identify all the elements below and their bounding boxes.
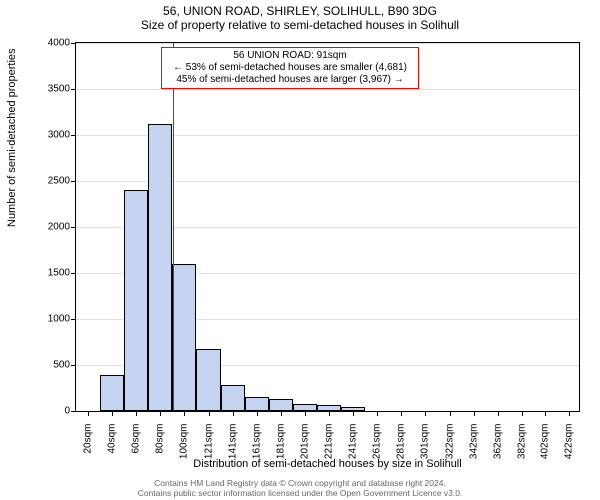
y-tick-label: 2500 <box>20 176 70 187</box>
x-tick-mark <box>184 412 185 416</box>
gridline <box>76 89 579 90</box>
y-tick-mark <box>71 181 75 182</box>
histogram-bar <box>269 399 293 411</box>
x-tick-mark <box>88 412 89 416</box>
y-tick-label: 1500 <box>20 268 70 279</box>
x-tick-mark <box>545 412 546 416</box>
x-tick-mark <box>377 412 378 416</box>
x-tick-mark <box>281 412 282 416</box>
y-tick-label: 3000 <box>20 130 70 141</box>
footer-note: Contains HM Land Registry data © Crown c… <box>0 479 600 498</box>
annotation-line: ← 53% of semi-detached houses are smalle… <box>166 62 414 74</box>
x-tick-mark <box>257 412 258 416</box>
y-tick-mark <box>71 227 75 228</box>
y-tick-label: 0 <box>20 406 70 417</box>
footer-line-2: Contains public sector information licen… <box>0 489 600 498</box>
histogram-bar <box>221 385 245 411</box>
y-tick-mark <box>71 365 75 366</box>
histogram-bar <box>196 349 221 411</box>
histogram-bar <box>341 407 365 411</box>
x-tick-mark <box>498 412 499 416</box>
x-tick-mark <box>329 412 330 416</box>
y-tick-label: 500 <box>20 360 70 371</box>
title-line-1: 56, UNION ROAD, SHIRLEY, SOLIHULL, B90 3… <box>0 4 600 18</box>
title-block: 56, UNION ROAD, SHIRLEY, SOLIHULL, B90 3… <box>0 4 600 34</box>
x-tick-mark <box>569 412 570 416</box>
title-line-2: Size of property relative to semi-detach… <box>0 18 600 34</box>
y-tick-mark <box>71 273 75 274</box>
x-tick-mark <box>353 412 354 416</box>
y-tick-mark <box>71 89 75 90</box>
x-tick-mark <box>209 412 210 416</box>
annotation-line: 56 UNION ROAD: 91sqm <box>166 50 414 62</box>
histogram-bar <box>148 124 172 411</box>
y-tick-mark <box>71 411 75 412</box>
x-tick-mark <box>474 412 475 416</box>
y-axis-label: Number of semi-detached properties <box>6 48 18 227</box>
annotation-line: 45% of semi-detached houses are larger (… <box>166 74 414 86</box>
histogram-bar <box>100 375 124 411</box>
x-tick-mark <box>450 412 451 416</box>
histogram-bar <box>293 404 317 411</box>
y-tick-mark <box>71 319 75 320</box>
y-tick-label: 1000 <box>20 314 70 325</box>
histogram-bar <box>245 397 269 411</box>
gridline <box>76 43 579 44</box>
histogram-bar <box>172 264 196 411</box>
figure-container: 56, UNION ROAD, SHIRLEY, SOLIHULL, B90 3… <box>0 0 600 500</box>
x-tick-mark <box>401 412 402 416</box>
reference-line <box>173 43 174 411</box>
x-axis-label: Distribution of semi-detached houses by … <box>75 458 580 470</box>
x-tick-mark <box>160 412 161 416</box>
histogram-bar <box>317 405 341 411</box>
x-tick-mark <box>112 412 113 416</box>
annotation-box: 56 UNION ROAD: 91sqm← 53% of semi-detach… <box>161 47 419 89</box>
y-tick-label: 2000 <box>20 222 70 233</box>
histogram-bar <box>124 190 148 411</box>
x-tick-mark <box>425 412 426 416</box>
y-tick-mark <box>71 43 75 44</box>
y-tick-mark <box>71 135 75 136</box>
y-tick-label: 4000 <box>20 38 70 49</box>
plot-area: 56 UNION ROAD: 91sqm← 53% of semi-detach… <box>75 42 580 412</box>
x-tick-mark <box>233 412 234 416</box>
x-tick-mark <box>522 412 523 416</box>
y-tick-label: 3500 <box>20 84 70 95</box>
x-tick-mark <box>305 412 306 416</box>
x-tick-mark <box>136 412 137 416</box>
